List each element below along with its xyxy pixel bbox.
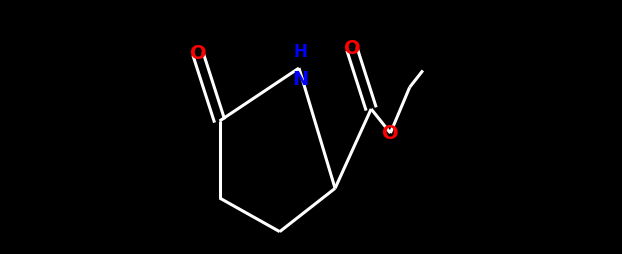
- Text: O: O: [343, 39, 360, 58]
- Text: O: O: [190, 44, 207, 63]
- Text: H: H: [293, 43, 307, 61]
- Text: O: O: [382, 123, 399, 142]
- Text: N: N: [292, 70, 309, 89]
